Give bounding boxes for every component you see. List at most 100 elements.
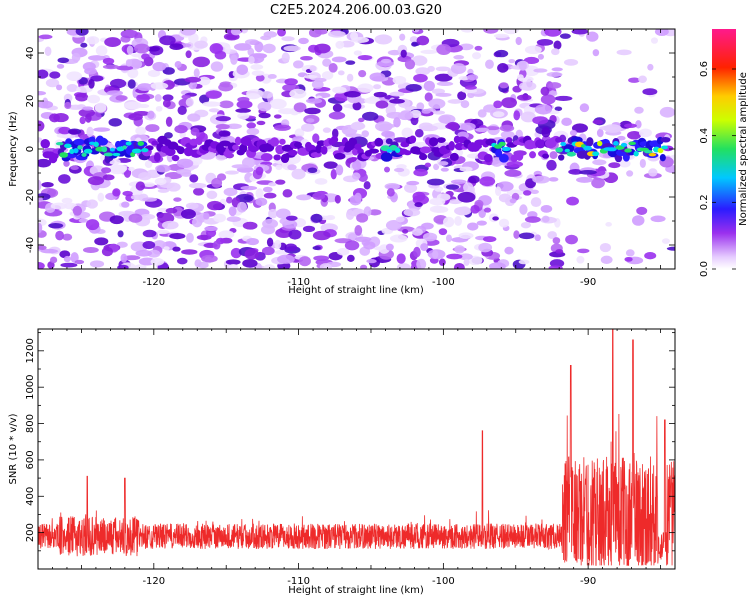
spectrogram-band-cell bbox=[320, 145, 328, 155]
spectrogram-cell bbox=[255, 188, 264, 199]
spectrogram-cell bbox=[483, 207, 492, 213]
spectrogram-cell bbox=[450, 63, 467, 75]
spectrogram-panel: -120 -110 -100 -90 -40 -20 0 20 40 Height of str… bbox=[8, 28, 676, 296]
spectrogram-cell bbox=[277, 254, 295, 264]
spectrogram-cell bbox=[262, 186, 273, 193]
spectrogram-cell bbox=[513, 110, 521, 121]
spectrogram-cell bbox=[142, 240, 156, 250]
snr-panel: -120 -110 -100 -90 200 400 600 800 1000 1200 Heig… bbox=[8, 328, 676, 596]
spectrogram-cell bbox=[666, 246, 675, 251]
spectrogram-cell bbox=[561, 117, 573, 127]
spectrogram-cell bbox=[616, 49, 632, 56]
spectrogram-cell bbox=[312, 230, 331, 241]
spectrogram-cell bbox=[454, 245, 465, 254]
spectrogram-cell bbox=[41, 182, 54, 188]
spectrogram-cell bbox=[165, 116, 173, 127]
snr-series-line bbox=[38, 329, 675, 566]
spectrogram-cell bbox=[285, 215, 298, 221]
spectrogram-band-cell bbox=[333, 152, 346, 160]
spectrogram-cell bbox=[431, 88, 446, 95]
spectrogram-cell bbox=[648, 168, 658, 177]
spectrogram-cell bbox=[540, 94, 556, 105]
spectrogram-cell bbox=[434, 73, 453, 82]
y-tick-label: 20 bbox=[25, 95, 36, 108]
spectrogram-band-cell bbox=[385, 138, 393, 145]
spectrogram-cell bbox=[638, 128, 652, 138]
spectrogram-cell bbox=[500, 130, 515, 139]
spectrogram-cell bbox=[518, 259, 530, 265]
spectrogram-band-cell bbox=[428, 137, 439, 147]
x-tick-label: -90 bbox=[580, 277, 596, 288]
spectrogram-cell bbox=[385, 220, 402, 231]
spectrogram-cell bbox=[135, 126, 147, 136]
spectrogram-cell bbox=[88, 55, 106, 61]
spectrogram-cell bbox=[78, 108, 96, 118]
spectrogram-cell bbox=[116, 65, 134, 71]
spectrogram-cell bbox=[541, 215, 550, 223]
spectrogram-cell bbox=[321, 71, 334, 80]
spectrogram-cell bbox=[294, 128, 305, 138]
spectrogram-cell bbox=[111, 164, 128, 173]
spectrogram-band-cell bbox=[586, 137, 594, 147]
spectrogram-cell bbox=[162, 67, 175, 75]
spectrogram-cell bbox=[554, 106, 563, 112]
spectrogram-cell bbox=[236, 201, 248, 213]
spectrogram-cell bbox=[117, 264, 129, 269]
spectrogram-cell bbox=[627, 130, 642, 140]
spectrogram-cell bbox=[109, 215, 124, 225]
spectrogram-cell bbox=[156, 229, 170, 235]
colorbar-label: Normalized spectral amplitude bbox=[738, 72, 749, 226]
spectrogram-cell bbox=[466, 74, 479, 81]
spectrogram-cell bbox=[458, 232, 474, 239]
spectrogram-cell bbox=[139, 213, 156, 220]
spectrogram-cell bbox=[147, 110, 155, 120]
spectrogram-cell bbox=[432, 206, 449, 213]
spectrogram-cell bbox=[443, 216, 455, 228]
spectrogram-cell bbox=[263, 192, 277, 199]
spectrogram-cell bbox=[364, 97, 381, 104]
spectrogram-cell bbox=[66, 84, 78, 93]
spectrogram-cell bbox=[335, 164, 344, 176]
spectrogram-cell bbox=[166, 182, 181, 192]
spectrogram-cell bbox=[104, 37, 122, 47]
spectrogram-cell bbox=[142, 229, 157, 238]
spectrogram-cell bbox=[416, 102, 425, 111]
spectrogram-cell bbox=[399, 33, 406, 41]
spectrogram-cell bbox=[459, 166, 473, 172]
spectrogram-cell bbox=[454, 206, 472, 216]
spectrogram-cell bbox=[268, 208, 278, 219]
spectrogram-cell bbox=[71, 52, 81, 63]
spectrogram-cell bbox=[635, 120, 642, 129]
spectrogram-cell bbox=[161, 220, 179, 230]
spectrogram-cell bbox=[393, 167, 405, 173]
spectrogram-cell bbox=[485, 126, 500, 131]
spectrogram-cell bbox=[202, 101, 221, 107]
spectrogram-cell bbox=[49, 256, 58, 264]
spectrogram-cell bbox=[312, 245, 321, 251]
spectrogram-cell bbox=[516, 74, 524, 81]
spectrogram-cell bbox=[276, 208, 291, 219]
spectrogram-cell bbox=[524, 45, 542, 55]
spectrogram-cell bbox=[315, 29, 328, 35]
spectrogram-cell bbox=[435, 92, 452, 97]
spectrogram-cell bbox=[314, 43, 331, 54]
spectrogram-band-cell bbox=[234, 136, 242, 146]
spectrogram-cell bbox=[644, 252, 657, 260]
spectrogram-cell bbox=[144, 160, 153, 168]
spectrogram-band-cell bbox=[73, 138, 85, 146]
spectrogram-cell bbox=[225, 259, 241, 265]
spectrogram-cell bbox=[344, 90, 361, 98]
spectrogram-cell bbox=[445, 234, 452, 243]
spectrogram-cell bbox=[224, 43, 231, 55]
spectrogram-band-cell bbox=[219, 140, 231, 147]
spectrogram-cell bbox=[307, 167, 318, 174]
spectrogram-cell bbox=[243, 195, 252, 201]
spectrogram-cell bbox=[80, 42, 88, 48]
spectrogram-cell bbox=[296, 194, 312, 201]
spectrogram-cell bbox=[413, 73, 428, 83]
spectrogram-cell bbox=[213, 213, 226, 223]
spectrogram-cell bbox=[90, 75, 104, 82]
spectrogram-cell bbox=[432, 250, 439, 259]
spectrogram-cell bbox=[63, 255, 71, 263]
spectrogram-band-cell bbox=[348, 137, 358, 147]
